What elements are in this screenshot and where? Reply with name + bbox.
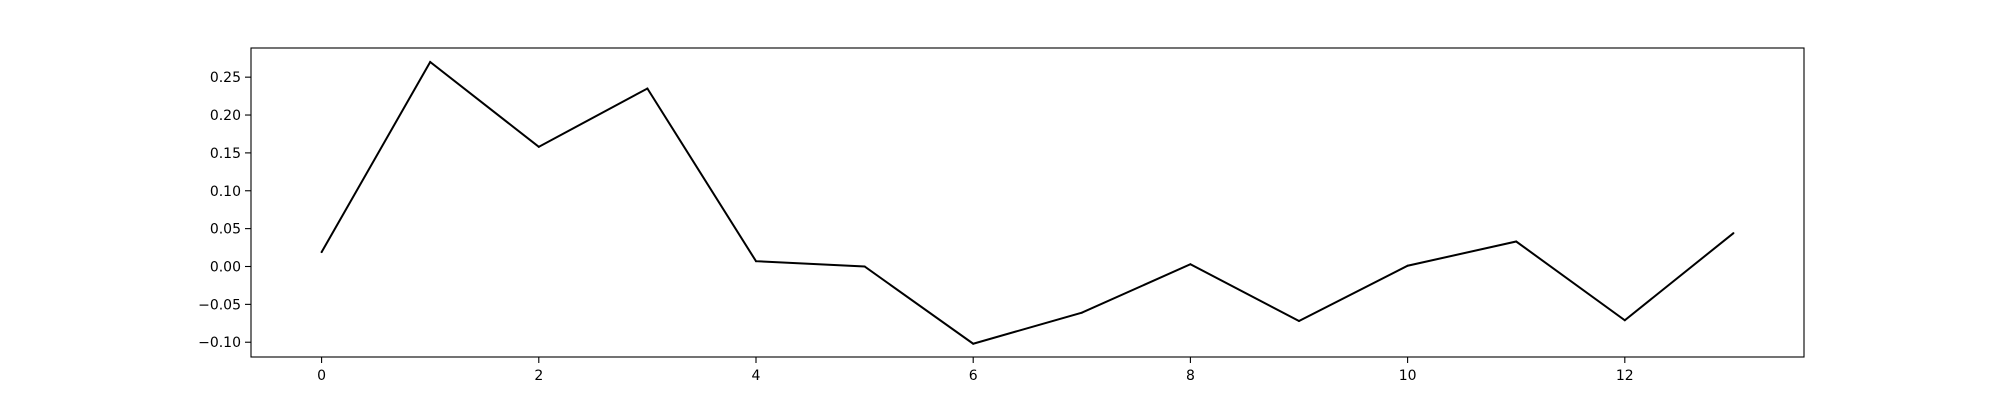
x-tick-label: 2: [534, 368, 543, 384]
x-tick-label: 12: [1616, 368, 1634, 384]
series-line-0: [320, 60, 1735, 345]
data-point: [1406, 264, 1409, 267]
data-point: [320, 251, 323, 254]
y-tick-label: 0.15: [210, 146, 241, 162]
y-tick-label: −0.05: [198, 297, 241, 313]
data-point: [1515, 240, 1518, 243]
y-tick-label: 0.25: [210, 70, 241, 86]
y-tick-label: −0.10: [198, 335, 241, 351]
x-axis-ticks: 0 2 4 6 8 10 12: [317, 357, 1634, 384]
data-point: [1298, 320, 1301, 323]
data-point: [1732, 232, 1735, 235]
data-point: [1623, 319, 1626, 322]
series-layer: [320, 60, 1735, 345]
data-point: [537, 145, 540, 148]
y-axis-ticks: −0.10 −0.05 0.00 0.05 0.10 0.15 0.20 0.25: [198, 70, 251, 351]
x-tick-label: 6: [969, 368, 978, 384]
y-tick-label: 0.20: [210, 108, 241, 124]
x-tick-label: 0: [317, 368, 326, 384]
data-point: [1080, 311, 1083, 314]
plot-area-frame: [250, 47, 1805, 358]
y-tick-label: 0.05: [210, 222, 241, 238]
data-point: [863, 265, 866, 268]
data-point: [646, 87, 649, 90]
data-point: [754, 260, 757, 263]
data-point: [972, 342, 975, 345]
y-tick-label: 0.10: [210, 184, 241, 200]
x-tick-label: 8: [1186, 368, 1195, 384]
y-tick-label: 0.00: [210, 259, 241, 275]
data-point: [1189, 263, 1192, 266]
x-tick-label: 10: [1399, 368, 1417, 384]
data-point: [429, 61, 432, 64]
x-tick-label: 4: [752, 368, 761, 384]
